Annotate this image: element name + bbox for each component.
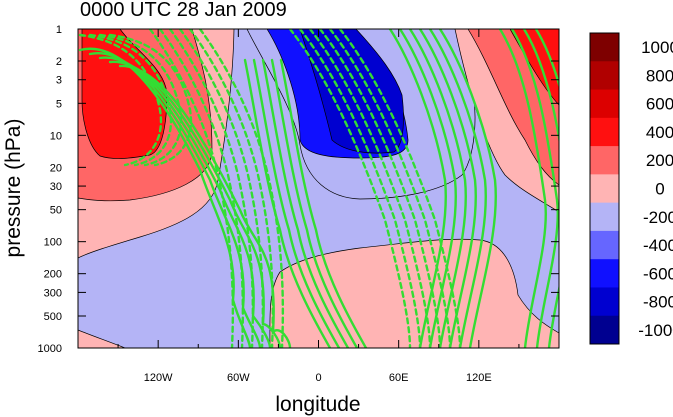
y-axis: 1 2 3 5 10 20 30 50 100 200 300 500 1000 (38, 24, 559, 355)
contour-solid-middle (252, 58, 341, 348)
contour-dashed-middle (178, 29, 265, 348)
x-tick-label: 60E (389, 372, 409, 384)
contour-solid-west (88, 52, 262, 348)
y-tick-label: 200 (44, 269, 62, 281)
colorbar-label: 400 (646, 123, 673, 142)
colorbar-swatch (590, 230, 619, 260)
y-axis-label: pressure (hPa) (2, 119, 25, 258)
y-tick-label: 1000 (38, 343, 62, 355)
colorbar-label: 600 (646, 95, 673, 114)
contour-solid-east (408, 29, 467, 348)
chart-title: 0000 UTC 28 Jan 2009 (80, 0, 287, 21)
colorbar-swatch (590, 117, 619, 147)
colorbar-frame (589, 32, 620, 345)
y-tick-label: 30 (50, 181, 62, 193)
y-tick-label: 300 (44, 287, 62, 299)
region-positive-corner (78, 329, 126, 348)
contour-dashed-middle (168, 29, 255, 348)
contour-dashed-east (338, 29, 462, 348)
contour-solid-far-east (534, 29, 559, 89)
contour-dashed-middle (188, 29, 275, 348)
contour-dashed-west-cell (108, 33, 193, 167)
colorbar-swatch (590, 146, 619, 175)
contour-solid-west (118, 64, 292, 348)
x-axis-label: longitude (275, 393, 360, 416)
contour-dashed-east (318, 29, 442, 348)
y-tick-label: 2 (56, 56, 62, 68)
y-tick-label: 10 (50, 130, 62, 142)
x-tick-label: 60W (227, 372, 250, 384)
y-tick-label: 5 (56, 98, 62, 110)
colorbar-swatch (590, 287, 619, 317)
y-tick-label: 100 (44, 237, 62, 249)
contour-solid-far-east (510, 29, 559, 348)
contour-dashed-east (308, 29, 432, 348)
contour-solid-east (398, 29, 457, 348)
x-tick-label: 0 (315, 372, 321, 384)
y-tick-label: 3 (56, 75, 62, 87)
contour-dashed-middle (158, 29, 245, 348)
contour-solid-east (438, 29, 497, 348)
y-tick-label: 500 (44, 311, 62, 323)
colorbar-label: 0 (655, 180, 664, 199)
contour-solid-middle (279, 58, 368, 348)
colorbar-swatch (590, 174, 619, 204)
contour-solid-far-east (522, 29, 559, 348)
contour-dashed-east (298, 29, 422, 348)
contour-dashed-east (328, 29, 452, 348)
contour-solid-middle (261, 58, 350, 348)
colorbar-swatch (590, 89, 619, 119)
colorbar-label: 200 (646, 151, 673, 170)
contour-dashed-west-cell (88, 33, 173, 167)
contour-solid-west (98, 56, 272, 348)
colorbar-label: 1000 (641, 38, 673, 57)
contour-solid-middle (243, 58, 332, 348)
contour-dashed-west-cell (78, 33, 163, 167)
contour-dashed-west-cell (98, 33, 183, 167)
colorbar-swatch (590, 61, 619, 91)
contour-dashed-middle (198, 29, 285, 348)
x-axis: 120W 60W 0 60E 120E (117, 29, 520, 384)
contour-dashed-middle (148, 29, 235, 348)
y-tick-label: 50 (50, 205, 62, 217)
colorbar-swatch (590, 202, 619, 232)
contour-solid-west (108, 60, 282, 348)
plot-area (78, 29, 559, 348)
colorbar-swatch (590, 259, 619, 288)
y-tick-label: 20 (50, 162, 62, 174)
colorbar-label: -200 (643, 208, 673, 227)
colorbar-swatch (590, 315, 619, 345)
contour-solid-east (428, 29, 487, 348)
region-800-east (299, 29, 404, 154)
green-contours (78, 29, 559, 348)
contour-solid-middle (270, 58, 359, 348)
colorbar-label: -800 (643, 293, 673, 312)
colorbar-label: 800 (646, 66, 673, 85)
colorbar-label: -1000 (638, 321, 673, 340)
colorbar-label: -400 (643, 236, 673, 255)
colorbar: 1000 800 600 400 200 0 -200 -400 -600 -800 -1000 (589, 32, 673, 345)
x-tick-label: 120E (466, 372, 492, 384)
colorbar-label: -600 (643, 264, 673, 283)
contour-solid-east (418, 29, 477, 348)
colorbar-swatch (590, 33, 619, 62)
contour-solid-east (388, 29, 447, 348)
x-tick-label: 120W (144, 372, 173, 384)
contour-solid-far-east (498, 29, 547, 348)
contour-dashed-east (288, 29, 412, 348)
region-400-west (81, 29, 167, 159)
y-tick-label: 1 (56, 24, 62, 36)
